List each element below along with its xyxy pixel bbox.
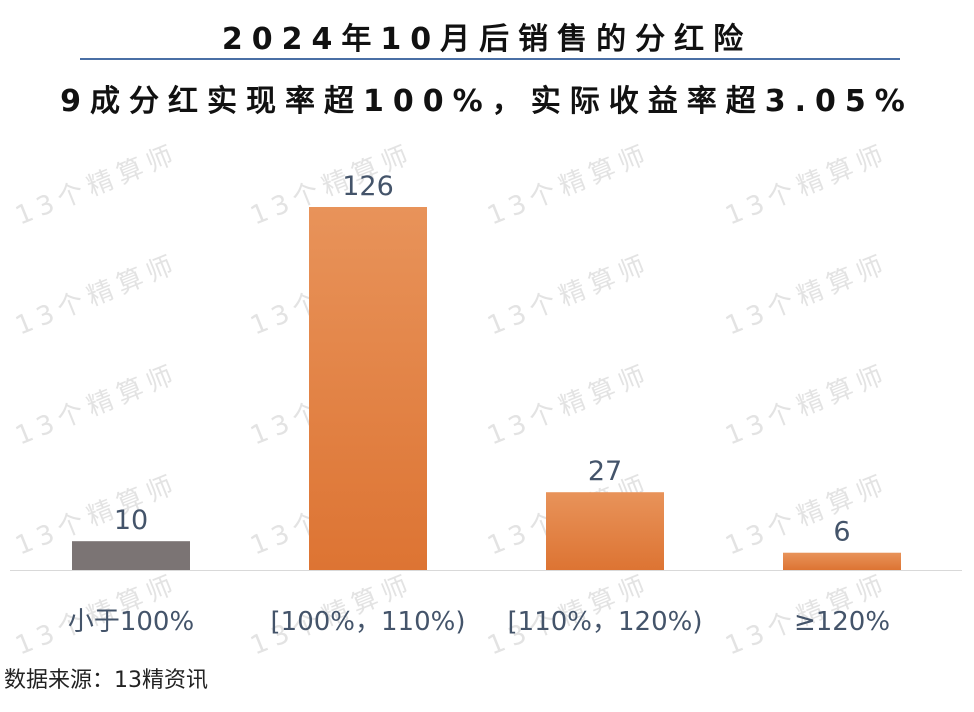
watermark-layer: 13个精算师 13个精算师 13个精算师 13个精算师 13个精算师 13个精算师 13个精… xyxy=(11,139,893,660)
category-label: [110%，120%) xyxy=(508,607,703,637)
bar-3 xyxy=(546,492,664,570)
watermark-text: 13个精算师 xyxy=(721,469,893,562)
watermark-text: 13个精算师 xyxy=(483,139,655,232)
title-underline xyxy=(80,58,900,60)
category-label: [100%，110%) xyxy=(271,607,466,637)
bars-layer xyxy=(72,207,901,570)
category-labels-layer: 小于100% [100%，110%) [110%，120%) ≥120% xyxy=(68,607,890,637)
data-label: 126 xyxy=(342,171,394,202)
watermark-text: 13个精算师 xyxy=(483,249,655,342)
watermark-text: 13个精算师 xyxy=(721,359,893,452)
data-label: 10 xyxy=(114,505,148,536)
data-labels-layer: 10 126 27 6 xyxy=(114,171,851,548)
data-source: 数据来源：13精资讯 xyxy=(4,668,208,693)
watermark-text: 13个精算师 xyxy=(11,359,183,452)
watermark-text: 13个精算师 xyxy=(11,249,183,342)
watermark-text: 13个精算师 xyxy=(483,359,655,452)
bar-chart: 13个精算师 13个精算师 13个精算师 13个精算师 13个精算师 13个精算师 13个精… xyxy=(10,139,962,660)
watermark-text: 13个精算师 xyxy=(11,139,183,232)
data-label: 27 xyxy=(588,456,622,487)
bar-2 xyxy=(309,207,427,570)
chart-title: 2024年10月后销售的分红险 xyxy=(221,22,753,57)
watermark-text: 13个精算师 xyxy=(721,139,893,232)
category-label: ≥120% xyxy=(794,607,890,637)
bar-4 xyxy=(783,552,901,570)
data-label: 6 xyxy=(833,517,850,548)
chart-subtitle: 9成分红实现率超100%，实际收益率超3.05% xyxy=(60,84,914,119)
bar-1 xyxy=(72,541,190,570)
category-label: 小于100% xyxy=(68,607,194,637)
watermark-text: 13个精算师 xyxy=(721,249,893,342)
